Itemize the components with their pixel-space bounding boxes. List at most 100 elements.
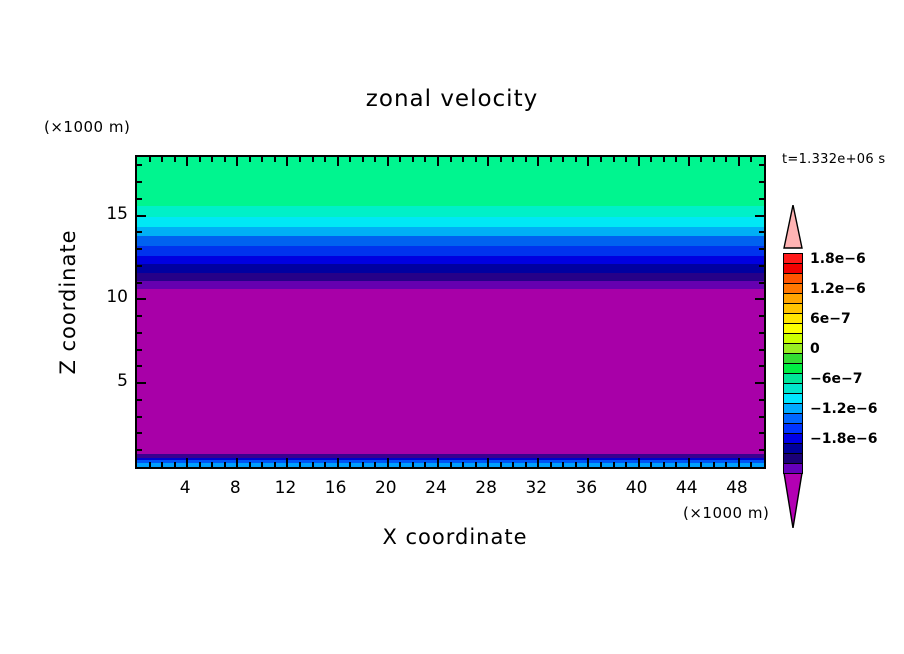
axis-tick: [687, 458, 690, 467]
axis-tick: [349, 462, 352, 467]
axis-tick: [137, 231, 142, 234]
axis-tick: [512, 157, 515, 162]
axis-tick: [759, 197, 764, 200]
contour-band: [137, 157, 764, 207]
y-tick-labels: 5 10 15: [88, 155, 128, 465]
contour-field: [137, 157, 764, 467]
axis-tick: [675, 462, 678, 467]
axis-tick: [137, 398, 142, 401]
x-tick-label: 32: [525, 478, 548, 498]
axis-tick: [759, 415, 764, 418]
colorbar-tick-label: 0: [810, 341, 820, 357]
axis-tick: [386, 157, 389, 166]
axis-tick: [549, 462, 552, 467]
axis-tick: [759, 164, 764, 167]
axis-tick: [161, 462, 164, 467]
axis-tick: [374, 157, 377, 162]
colorbar-tick-label: −1.2e−6: [810, 401, 878, 417]
axis-tick: [574, 462, 577, 467]
axis-tick: [186, 157, 189, 166]
axis-tick: [524, 462, 527, 467]
contour-band: [137, 264, 764, 274]
axis-tick: [137, 214, 146, 217]
axis-tick: [675, 157, 678, 162]
axis-tick: [487, 458, 490, 467]
axis-tick: [248, 157, 251, 162]
axis-tick: [286, 458, 289, 467]
axis-tick: [662, 462, 665, 467]
x-tick-label: 24: [425, 478, 447, 498]
axis-tick: [574, 157, 577, 162]
axis-tick: [148, 462, 151, 467]
axis-tick: [712, 462, 715, 467]
axis-tick: [137, 181, 142, 184]
axis-tick: [424, 462, 427, 467]
axis-tick: [137, 298, 146, 301]
axis-tick: [399, 157, 402, 162]
colorbar-tick-label: 1.2e−6: [810, 281, 866, 297]
axis-tick: [474, 462, 477, 467]
contour-band: [137, 454, 764, 459]
axis-tick: [374, 462, 377, 467]
axis-tick: [750, 462, 753, 467]
axis-tick: [361, 462, 364, 467]
axis-tick: [587, 157, 590, 166]
y-tick-label: 10: [106, 287, 128, 308]
axis-tick: [148, 157, 151, 162]
x-tick-label: 16: [324, 478, 347, 498]
axis-tick: [211, 157, 214, 162]
axis-tick: [411, 462, 414, 467]
axis-tick: [173, 157, 176, 162]
axis-tick: [562, 157, 565, 162]
axis-tick: [650, 157, 653, 162]
axis-tick: [186, 458, 189, 467]
page-title: zonal velocity: [365, 86, 539, 112]
axis-tick: [248, 462, 251, 467]
axis-tick: [137, 164, 142, 167]
axis-tick: [361, 157, 364, 162]
axis-tick: [137, 315, 142, 318]
axis-tick: [587, 458, 590, 467]
axis-tick: [236, 458, 239, 467]
axis-tick: [725, 157, 728, 162]
axis-tick: [324, 157, 327, 162]
axis-tick: [612, 462, 615, 467]
axis-tick: [261, 157, 264, 162]
axis-tick: [449, 462, 452, 467]
axis-tick: [524, 157, 527, 162]
axis-tick: [273, 462, 276, 467]
axis-tick: [650, 462, 653, 467]
axis-tick: [637, 157, 640, 166]
axis-tick: [637, 458, 640, 467]
axis-tick: [223, 157, 226, 162]
axis-tick: [299, 157, 302, 162]
x-tick-label: 36: [575, 478, 598, 498]
axis-tick: [311, 462, 314, 467]
axis-tick: [499, 462, 502, 467]
axis-tick: [737, 458, 740, 467]
axis-tick: [137, 348, 142, 351]
axis-tick: [759, 248, 764, 251]
x-tick-label: 8: [229, 478, 241, 498]
contour-band: [137, 205, 764, 218]
axis-tick: [759, 398, 764, 401]
axis-tick: [299, 462, 302, 467]
colorbar-bottom-cap: [783, 472, 803, 532]
axis-tick: [137, 415, 142, 418]
axis-tick: [759, 331, 764, 334]
axis-tick: [324, 462, 327, 467]
contour-band: [137, 281, 764, 290]
x-tick-label: 40: [625, 478, 648, 498]
axis-tick: [411, 157, 414, 162]
axis-tick: [198, 157, 201, 162]
axis-tick: [386, 458, 389, 467]
x-tick-label: 28: [475, 478, 497, 498]
axis-tick: [336, 157, 339, 166]
axis-tick: [599, 157, 602, 162]
axis-tick: [625, 157, 628, 162]
colorbar-tick-label: 6e−7: [810, 311, 851, 327]
axis-tick: [759, 281, 764, 284]
contour-band: [137, 245, 764, 257]
colorbar: [783, 204, 803, 532]
x-tick-label: 20: [374, 478, 397, 498]
